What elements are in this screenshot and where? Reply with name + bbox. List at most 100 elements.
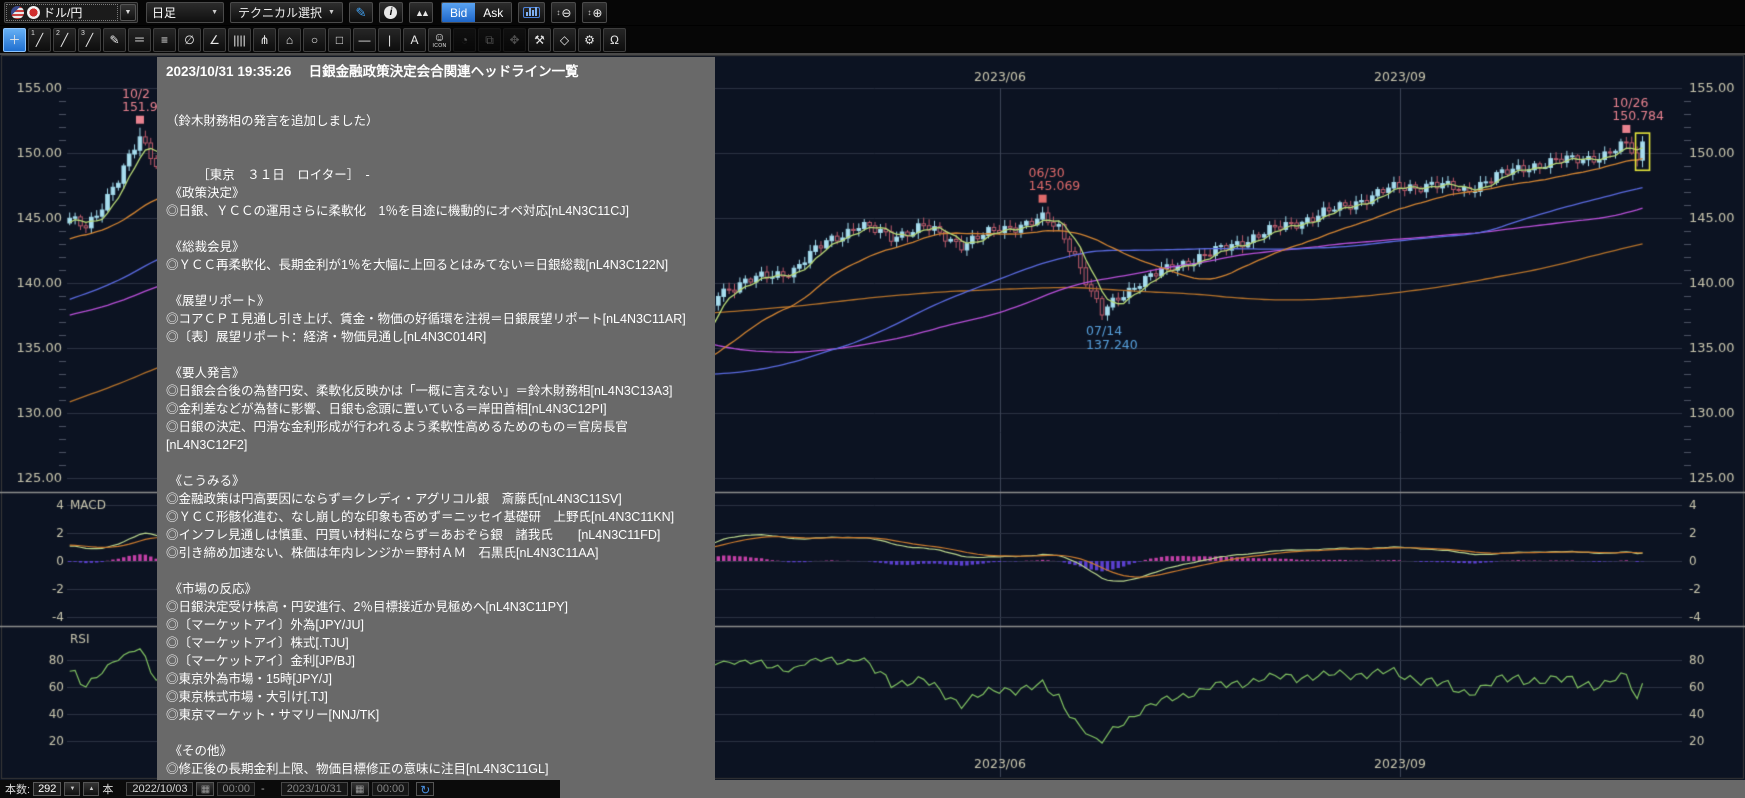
bid-ask-toggle: Bid Ask bbox=[440, 2, 513, 23]
news-line: （鈴木財務相の発言を追加しました） bbox=[166, 114, 379, 128]
chevron-down-icon: ▼ bbox=[328, 9, 335, 16]
time-lines-tool[interactable]: |||| bbox=[228, 27, 251, 52]
news-line: ◎金融政策は円高要因にならず＝クレディ・アグリコル銀 斎藤氏[nL4N3C11S… bbox=[166, 492, 622, 506]
hand-tool: ✥ bbox=[503, 27, 526, 52]
news-line: ◎東京マーケット・サマリー[NNJ/TK] bbox=[166, 708, 380, 722]
calendar-to-button[interactable]: ▦ bbox=[350, 782, 369, 796]
news-line: 《市場の反応》 bbox=[166, 582, 257, 596]
currency-pair-selector[interactable]: ドル/円 ▼ bbox=[4, 2, 138, 23]
trendline-2-tool[interactable]: 2 ╱ bbox=[53, 27, 76, 52]
eraser-tool[interactable]: ◇ bbox=[553, 27, 576, 52]
news-body: （鈴木財務相の発言を追加しました） ［東京 ３１日 ロイター］ - 《政策決定》… bbox=[166, 112, 713, 778]
news-line: 《その他》 bbox=[166, 744, 232, 758]
chart-style-button[interactable]: ▲▲ bbox=[408, 2, 433, 23]
zoom-in-icon: ⊕ bbox=[592, 5, 603, 20]
news-headline-title: 2023/10/31 19:35:26 日銀金融政策決定会合関連ヘッドライン一覧 bbox=[166, 64, 579, 79]
price-range-icon bbox=[523, 7, 541, 18]
news-line: ◎東京株式市場・大引け[.TJ] bbox=[166, 690, 328, 704]
bid-toggle-button[interactable]: Bid bbox=[441, 3, 476, 22]
ellipse-tool[interactable]: ○ bbox=[303, 27, 326, 52]
zoom-out-icon: ⊖ bbox=[561, 5, 572, 20]
news-line: ［東京 ３１日 ロイター］ - bbox=[166, 168, 370, 182]
copy-tool: ⧉ bbox=[478, 27, 501, 52]
zoom-in-button[interactable]: ↕ ⊕ bbox=[582, 2, 608, 23]
horizontal-line-tool[interactable]: ― bbox=[353, 27, 376, 52]
wrench-tool[interactable]: ⚒ bbox=[528, 27, 551, 52]
news-line bbox=[166, 346, 713, 364]
chevron-down-icon: ▼ bbox=[211, 9, 218, 16]
technical-select-button[interactable]: テクニカル選択 ▼ bbox=[230, 2, 343, 23]
price-range-button[interactable] bbox=[518, 2, 546, 23]
bottom-bar: 本数: 292 ▼ ▲ 本 2022/10/03 ▦ 00:00 - 2023/… bbox=[0, 780, 1745, 798]
text-tool[interactable]: A bbox=[403, 27, 426, 52]
calendar-from-button[interactable]: ▦ bbox=[196, 782, 215, 796]
time-from-field[interactable]: 00:00 bbox=[217, 782, 256, 796]
timeframe-label: 日足 bbox=[152, 6, 177, 20]
history-tool: ◔ bbox=[453, 27, 476, 52]
bar-count-unit-label: 本 bbox=[102, 784, 114, 796]
refresh-button[interactable]: ↻ bbox=[416, 782, 435, 797]
news-line bbox=[166, 148, 713, 166]
news-line bbox=[166, 562, 713, 580]
gann-fan-tool[interactable]: ∅ bbox=[178, 27, 201, 52]
bar-count-controls: 本数: 292 ▼ ▲ 本 2022/10/03 ▦ 00:00 - 2023/… bbox=[0, 780, 560, 798]
date-from-field[interactable]: 2022/10/03 bbox=[126, 782, 194, 796]
bar-count-increase-button[interactable]: ▲ bbox=[83, 782, 100, 796]
pen-tool[interactable]: ✎ bbox=[103, 27, 126, 52]
magnet-tool[interactable]: Ω bbox=[603, 27, 626, 52]
crosshair-tool[interactable]: ＋ bbox=[3, 27, 26, 52]
rectangle-tool[interactable]: □ bbox=[328, 27, 351, 52]
vertical-line-tool[interactable]: | bbox=[378, 27, 401, 52]
timeframe-select[interactable]: 日足 ▼ bbox=[146, 2, 224, 23]
time-to-field[interactable]: 00:00 bbox=[371, 782, 410, 796]
currency-pair-display: ドル/円 bbox=[6, 4, 118, 21]
main-toolbar: ドル/円 ▼ 日足 ▼ テクニカル選択 ▼ ✎ i ▲▲ Bid Ask ↕ bbox=[0, 0, 1745, 25]
news-line bbox=[166, 130, 713, 148]
news-line: ◎コアＣＰＩ見通し引き上げ、賃金・物価の好循環を注視＝日銀展望リポート[nL4N… bbox=[166, 312, 686, 326]
news-line: ◎日銀の決定、円滑な金利形成が行われるよう柔軟性高めるためのもの＝官房長官 bbox=[166, 420, 628, 434]
draw-mode-button[interactable]: ✎ bbox=[348, 2, 373, 23]
us-flag-icon bbox=[11, 6, 24, 19]
pencil-icon: ✎ bbox=[355, 4, 367, 20]
zoom-out-button[interactable]: ↕ ⊖ bbox=[551, 2, 577, 23]
pentagon-tool[interactable]: ⌂ bbox=[278, 27, 301, 52]
news-line: ◎〔マーケットアイ〕外為[JPY/JU] bbox=[166, 618, 364, 632]
news-line bbox=[166, 220, 713, 238]
news-line: ◎日銀会合後の為替円安、柔軟化反映かは「一概に言えない」＝鈴木財務相[nL4N3… bbox=[166, 384, 673, 398]
news-popup-panel[interactable]: 2023/10/31 19:35:26 日銀金融政策決定会合関連ヘッドライン一覧… bbox=[157, 57, 715, 781]
news-line: 《こうみる》 bbox=[166, 474, 245, 488]
trendline-3-tool[interactable]: 3 ╱ bbox=[78, 27, 101, 52]
date-to-field[interactable]: 2023/10/31 bbox=[280, 782, 348, 796]
parallel-lines-tool[interactable]: ＝ bbox=[128, 27, 151, 52]
news-line bbox=[166, 454, 713, 472]
info-icon: i bbox=[384, 6, 398, 19]
pitchfork-tool[interactable]: ⋔ bbox=[253, 27, 276, 52]
icon-stamp-tool[interactable]: ☺ ICON bbox=[428, 27, 451, 52]
news-line: ◎日銀決定受け株高・円安進行、2％目標接近か見極めへ[nL4N3C11PY] bbox=[166, 600, 568, 614]
news-line: ◎東京外為市場・15時[JPY/J] bbox=[166, 672, 332, 686]
bar-count-value[interactable]: 292 bbox=[33, 782, 62, 796]
news-line: [nL4N3C12F2] bbox=[166, 438, 248, 452]
news-line bbox=[166, 724, 713, 742]
ask-toggle-button[interactable]: Ask bbox=[475, 3, 512, 22]
news-line: 《要人発言》 bbox=[166, 366, 245, 380]
info-button[interactable]: i bbox=[378, 2, 403, 23]
news-line: 《展望リポート》 bbox=[166, 294, 270, 308]
object-list-tool[interactable]: ⚙ bbox=[578, 27, 601, 52]
bar-count-decrease-button[interactable]: ▼ bbox=[64, 782, 81, 796]
news-line bbox=[166, 274, 713, 292]
updown-icon: ↕ bbox=[587, 8, 592, 17]
fibonacci-fan-tool[interactable]: ∠ bbox=[203, 27, 226, 52]
trendline-1-tool[interactable]: 1 ╱ bbox=[28, 27, 51, 52]
pair-dropdown-button[interactable]: ▼ bbox=[120, 4, 136, 21]
updown-icon: ↕ bbox=[556, 8, 561, 17]
news-line: ◎日銀、ＹＣＣの運用さらに柔軟化 1％を目途に機動的にオペ対応[nL4N3C11… bbox=[166, 204, 630, 218]
news-line: ◎修正後の長期金利上限、物価目標修正の意味に注目[nL4N3C11GL] bbox=[166, 762, 549, 776]
news-line: ◎〔マーケットアイ〕金利[JP/BJ] bbox=[166, 654, 355, 668]
grid-lines-tool[interactable]: ≡ bbox=[153, 27, 176, 52]
news-line: ◎引き締め加速ない、株価は年内レンジか＝野村ＡＭ 石黒氏[nL4N3C11AA] bbox=[166, 546, 599, 560]
mountain-chart-icon: ▲▲ bbox=[415, 7, 430, 18]
news-line: ◎〔表〕展望リポート：経済・物価見通し[nL4N3C014R] bbox=[166, 330, 487, 344]
technical-select-label: テクニカル選択 bbox=[238, 6, 323, 20]
